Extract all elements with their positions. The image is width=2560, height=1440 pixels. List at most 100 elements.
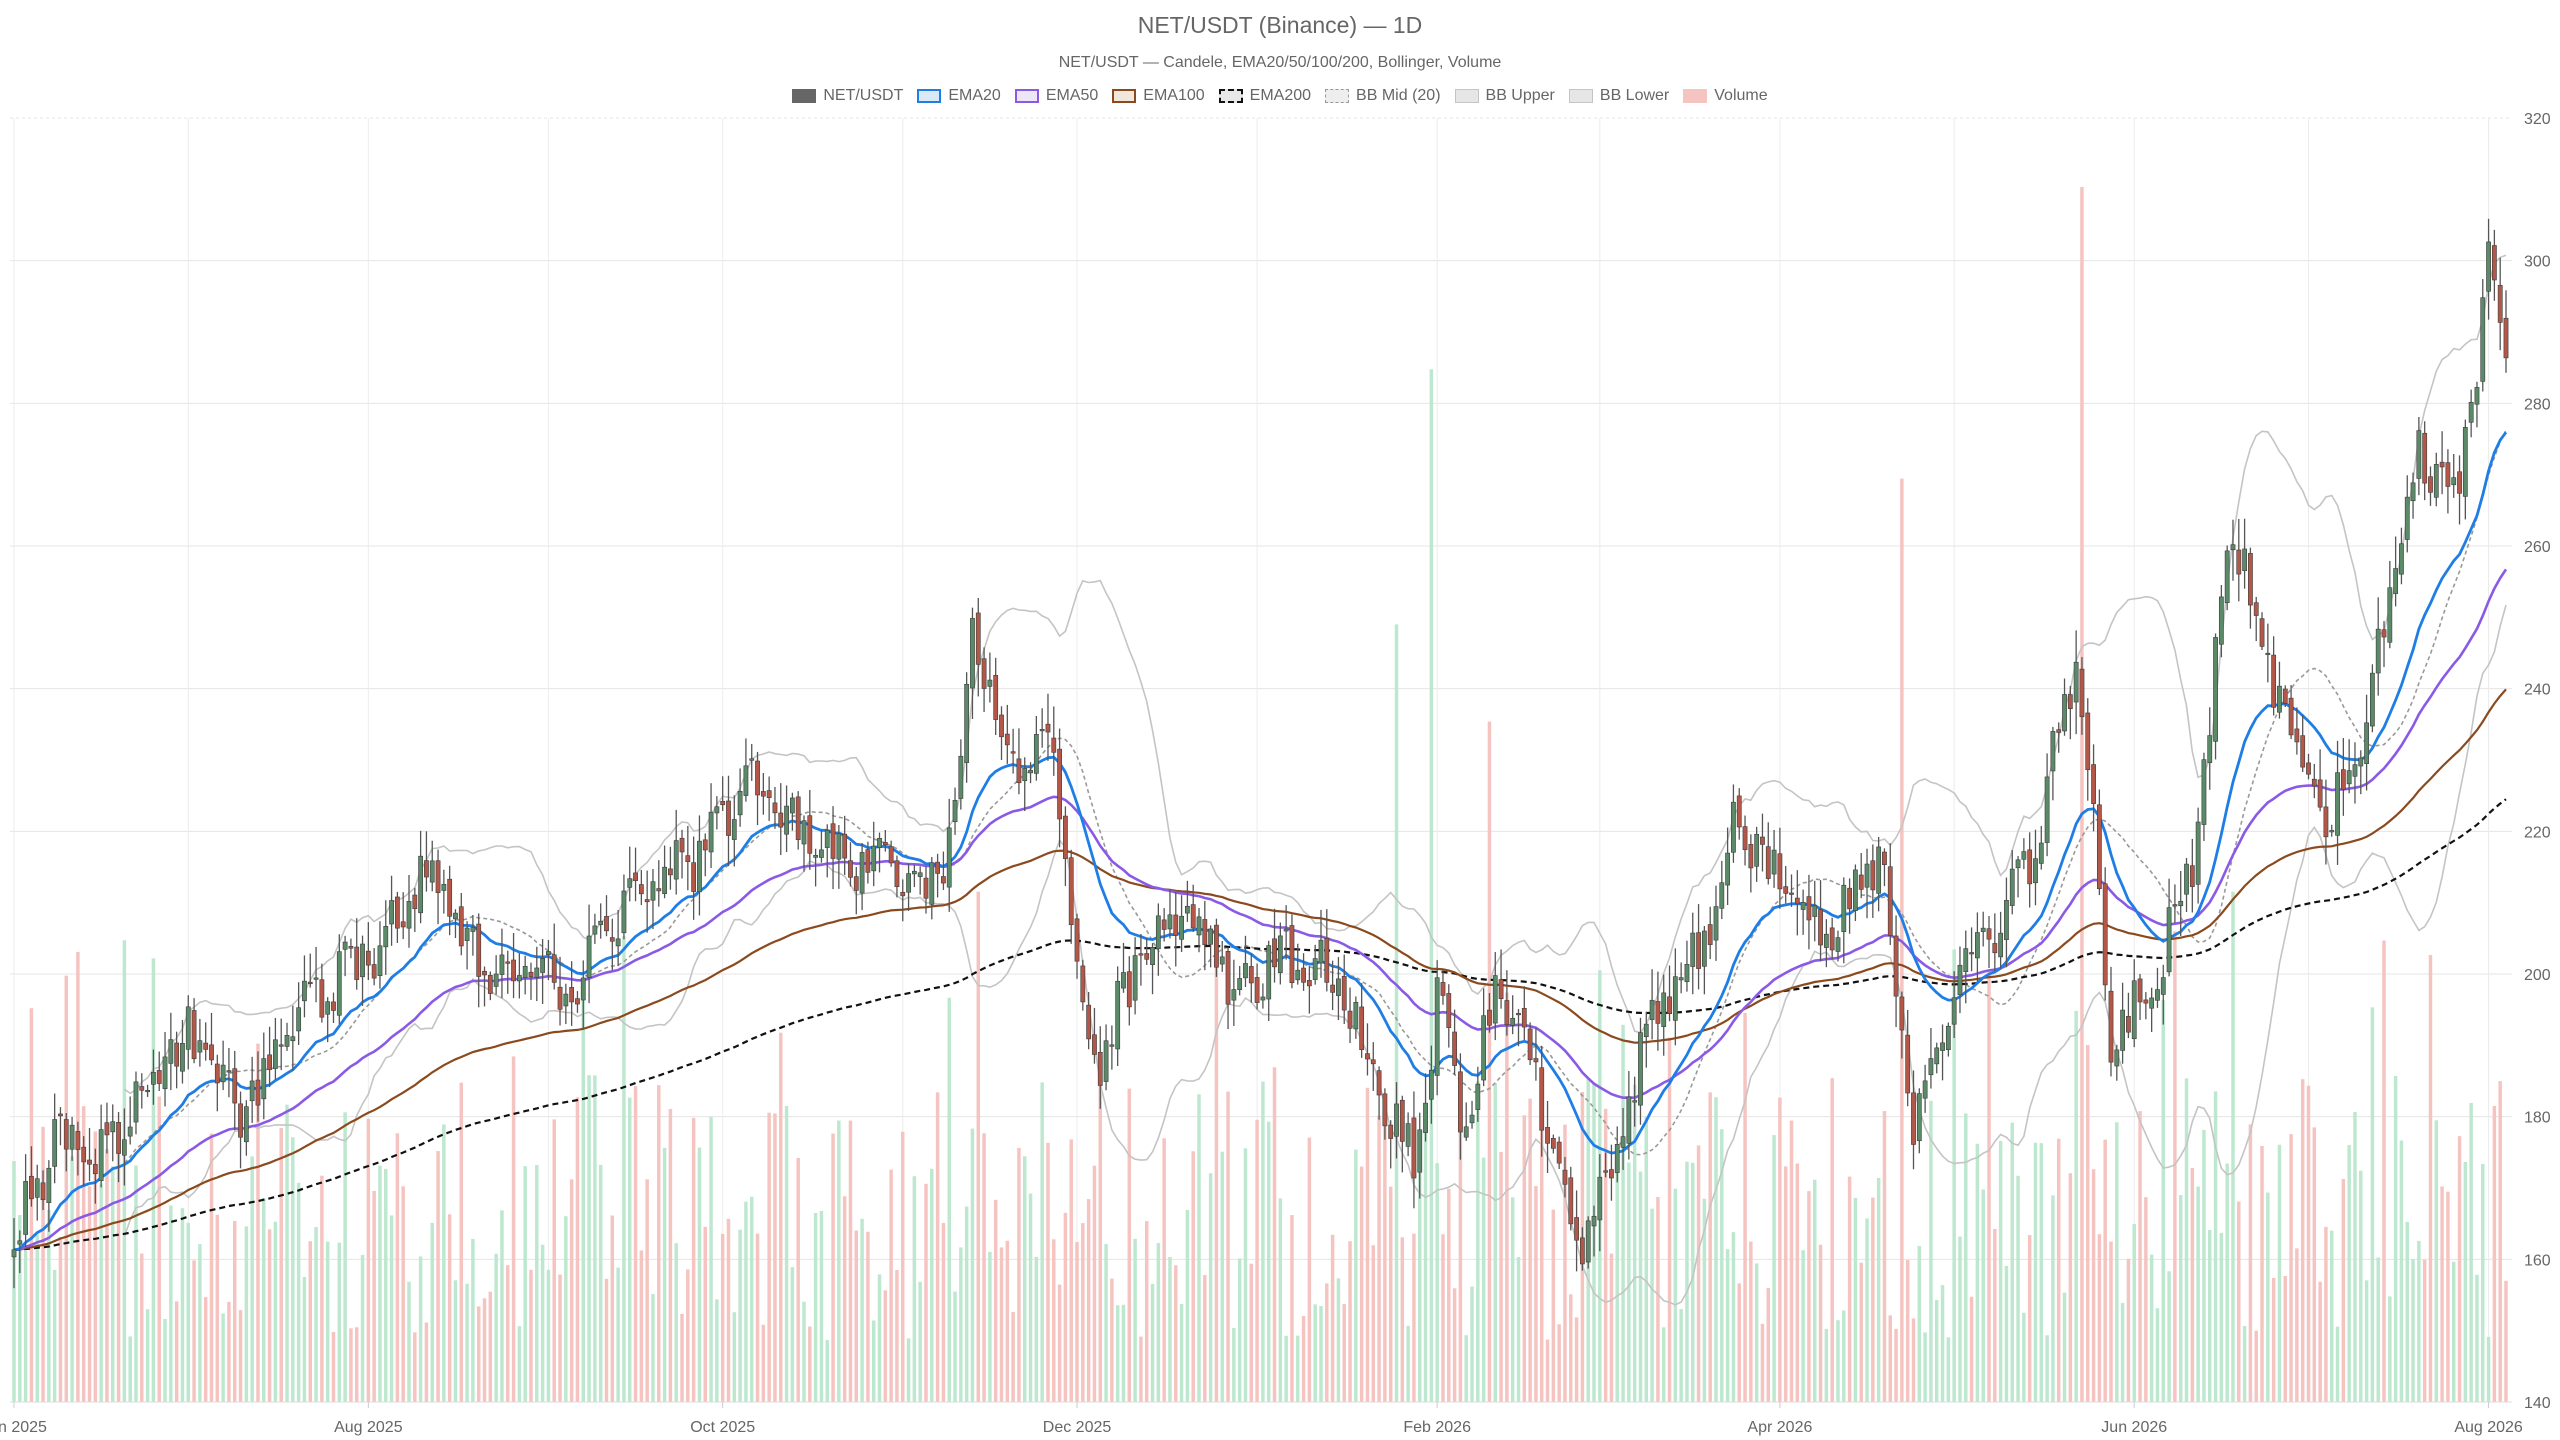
candle bbox=[1550, 1134, 1556, 1154]
volume-bar bbox=[639, 1250, 644, 1402]
candle-body-down bbox=[795, 796, 801, 840]
candle bbox=[691, 836, 697, 920]
candle-body-down bbox=[865, 849, 871, 873]
candle-body-down bbox=[1562, 1169, 1568, 1185]
volume-bar bbox=[1557, 1324, 1561, 1402]
legend-item-bbupper[interactable]: BB Upper bbox=[1454, 84, 1555, 108]
candle-body-up bbox=[1934, 1047, 1940, 1065]
candle-body-down bbox=[993, 675, 999, 720]
candle bbox=[2503, 290, 2509, 373]
volume-bar bbox=[2486, 1336, 2491, 1402]
volume-bar bbox=[2190, 1167, 2195, 1402]
volume-bar bbox=[1534, 1186, 1538, 1402]
candle bbox=[197, 1018, 203, 1067]
candle bbox=[1144, 938, 1150, 965]
legend-item-ema200[interactable]: EMA200 bbox=[1218, 84, 1311, 108]
candle-body-up bbox=[162, 1056, 168, 1090]
volume-bar bbox=[366, 1118, 371, 1402]
candle-body-down bbox=[365, 950, 371, 966]
volume-bar bbox=[291, 1137, 295, 1402]
candle-body-down bbox=[104, 1122, 110, 1136]
candle bbox=[1777, 827, 1783, 909]
candle-body-up bbox=[1028, 770, 1033, 774]
legend-item-ema100[interactable]: EMA100 bbox=[1112, 84, 1205, 108]
candle bbox=[1196, 908, 1202, 953]
candle bbox=[180, 1019, 185, 1084]
candle-body-up bbox=[580, 977, 586, 1001]
candle-body-down bbox=[2253, 602, 2259, 616]
candle-body-up bbox=[1661, 992, 1667, 1027]
candle-body-up bbox=[69, 1124, 75, 1150]
candle-body-down bbox=[1254, 977, 1260, 1003]
volume-bar bbox=[163, 1318, 167, 1402]
candle bbox=[1283, 905, 1289, 960]
candle bbox=[23, 1154, 29, 1248]
candle-body-up bbox=[1957, 964, 1963, 996]
candle-body-up bbox=[2021, 851, 2027, 860]
volume-bar bbox=[1958, 1236, 1962, 1402]
volume-bar bbox=[1789, 1120, 1794, 1402]
candle bbox=[1603, 1152, 1609, 1178]
volume-bar bbox=[2068, 1173, 2073, 1402]
candle-body-up bbox=[708, 811, 714, 853]
volume-bar bbox=[825, 1340, 829, 1402]
legend-item-bblower[interactable]: BB Lower bbox=[1568, 84, 1669, 108]
candle-body-up bbox=[906, 873, 911, 893]
candle bbox=[191, 998, 197, 1064]
candle bbox=[1324, 909, 1330, 992]
volume-bar bbox=[1133, 1238, 1137, 1402]
candle bbox=[859, 843, 865, 911]
candle-body-up bbox=[877, 837, 882, 848]
candle-body-down bbox=[2317, 779, 2323, 808]
legend-swatch-candles bbox=[792, 89, 817, 103]
candle bbox=[389, 875, 394, 946]
candle bbox=[1731, 784, 1736, 863]
volume-bar bbox=[1702, 1198, 1707, 1402]
candle-body-up bbox=[2462, 427, 2468, 497]
candle bbox=[2306, 753, 2311, 780]
candle bbox=[894, 855, 900, 898]
legend-item-bbmid[interactable]: BB Mid (20) bbox=[1325, 84, 1441, 108]
volume-bar bbox=[1969, 1296, 1974, 1402]
volume-bar bbox=[2248, 1124, 2253, 1402]
volume-bar bbox=[1220, 1151, 1224, 1402]
legend-item-ema20[interactable]: EMA20 bbox=[917, 84, 1001, 108]
legend-item-candles[interactable]: NET/USDT bbox=[792, 84, 903, 108]
candle bbox=[2126, 992, 2131, 1039]
candle-body-down bbox=[2288, 697, 2294, 736]
volume-bar bbox=[2434, 1120, 2439, 1402]
volume-bar bbox=[1086, 1199, 1091, 1402]
volume-bar bbox=[1691, 1162, 1695, 1402]
candle bbox=[668, 846, 673, 890]
volume-bar bbox=[1040, 1082, 1044, 1402]
volume-bar bbox=[1673, 1188, 1678, 1402]
candle-body-down bbox=[668, 868, 673, 876]
candle bbox=[2033, 829, 2038, 906]
candle bbox=[1614, 1126, 1620, 1183]
candle bbox=[1609, 1144, 1614, 1201]
candle bbox=[1818, 880, 1823, 962]
volume-bar bbox=[662, 1147, 667, 1402]
volume-bar bbox=[1284, 1335, 1288, 1402]
candle-body-up bbox=[970, 618, 975, 689]
candle bbox=[336, 934, 342, 1024]
volume-bar bbox=[2056, 1138, 2061, 1402]
candle bbox=[1568, 1166, 1574, 1231]
volume-bar bbox=[2312, 1127, 2317, 1402]
candle bbox=[1330, 960, 1336, 1011]
candle bbox=[1736, 788, 1742, 840]
candle bbox=[1975, 912, 1980, 982]
legend-item-ema50[interactable]: EMA50 bbox=[1014, 84, 1098, 108]
candle-body-down bbox=[633, 872, 638, 881]
candle bbox=[871, 821, 877, 887]
candle bbox=[941, 851, 946, 890]
candle bbox=[2433, 452, 2439, 507]
legend-item-volume[interactable]: Volume bbox=[1683, 84, 1768, 108]
volume-bar bbox=[2242, 1325, 2247, 1402]
candle bbox=[1928, 1027, 1934, 1089]
candle bbox=[2335, 740, 2340, 865]
candle bbox=[2253, 596, 2259, 642]
volume-bar bbox=[99, 1183, 103, 1402]
candle-body-up bbox=[2184, 863, 2189, 895]
